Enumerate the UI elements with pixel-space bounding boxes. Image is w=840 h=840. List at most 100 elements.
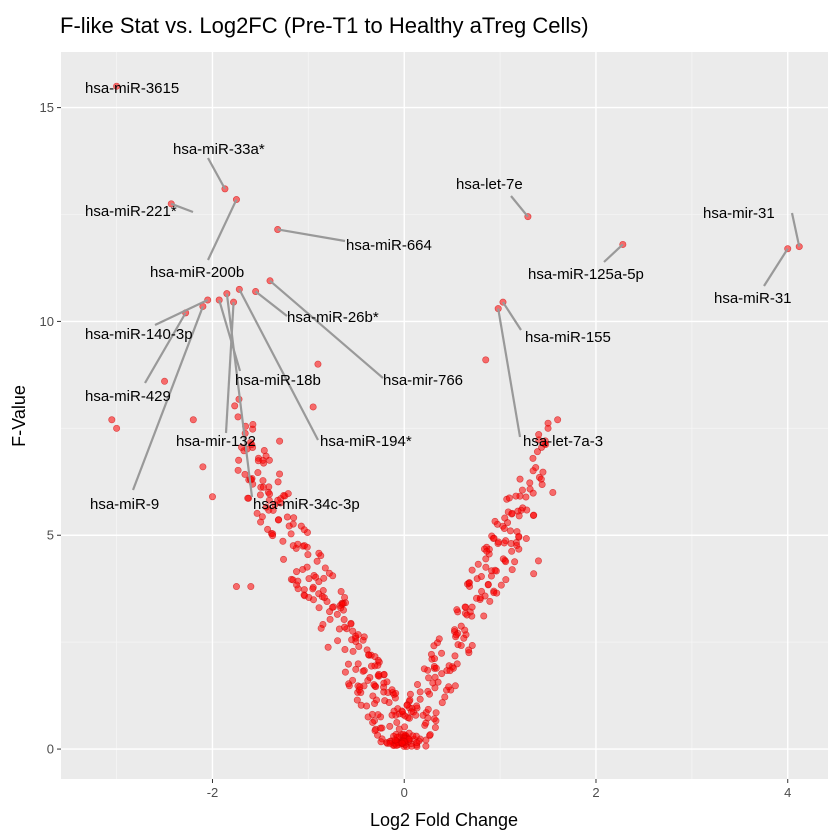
data-point <box>508 547 516 555</box>
point-label: hsa-miR-200b <box>150 264 244 281</box>
data-point <box>283 513 291 521</box>
data-point <box>234 413 242 421</box>
label-connectors <box>131 157 801 498</box>
data-point <box>406 690 414 698</box>
data-point <box>276 470 284 478</box>
data-point <box>341 668 349 676</box>
data-point <box>482 356 490 364</box>
data-point <box>231 402 239 410</box>
labeled-data-point <box>113 82 121 90</box>
data-point <box>113 424 121 432</box>
data-point <box>468 641 476 649</box>
data-point <box>366 674 374 682</box>
data-point <box>324 643 332 651</box>
data-point <box>474 560 482 568</box>
data-point <box>340 615 348 623</box>
data-point <box>468 566 476 574</box>
point-label: hsa-miR-9 <box>90 496 159 513</box>
data-point <box>386 739 394 747</box>
data-point <box>304 551 312 559</box>
data-point <box>355 642 363 650</box>
data-point <box>189 416 197 424</box>
data-point <box>354 660 362 668</box>
point-label: hsa-let-7e <box>456 176 523 193</box>
data-point <box>315 604 323 612</box>
data-point <box>234 466 242 474</box>
data-point <box>363 702 371 710</box>
data-point <box>453 606 461 614</box>
data-point <box>497 581 505 589</box>
data-point <box>515 512 523 520</box>
data-point <box>425 674 433 682</box>
data-point <box>526 479 534 487</box>
data-point <box>438 670 446 678</box>
data-point <box>341 645 349 653</box>
data-point <box>367 662 375 670</box>
data-point <box>529 467 537 475</box>
data-point <box>309 403 317 411</box>
y-tick-label: 5 <box>47 528 54 543</box>
data-point <box>337 604 345 612</box>
data-point <box>446 667 454 675</box>
data-point <box>274 516 282 524</box>
data-point <box>360 633 368 641</box>
data-point <box>280 555 288 563</box>
point-label: hsa-mir-132 <box>176 433 256 450</box>
data-point <box>441 693 449 701</box>
point-label: hsa-miR-125a-5p <box>528 266 644 283</box>
data-point <box>265 496 273 504</box>
data-point <box>512 492 520 500</box>
label-connector <box>207 157 226 190</box>
data-point <box>279 537 287 545</box>
data-point <box>493 589 501 597</box>
point-label: hsa-miR-18b <box>235 372 321 389</box>
data-point <box>391 736 399 744</box>
data-point <box>502 576 510 584</box>
data-point <box>370 681 378 689</box>
data-point <box>317 624 325 632</box>
data-point <box>321 564 329 572</box>
data-point <box>533 448 541 456</box>
data-point <box>312 573 320 581</box>
label-connector <box>225 293 254 498</box>
data-point <box>289 576 297 584</box>
label-connector <box>238 288 319 441</box>
data-point <box>293 568 301 576</box>
data-point <box>269 506 277 514</box>
data-point <box>313 557 321 565</box>
label-connector <box>254 290 288 317</box>
point-label: hsa-miR-3615 <box>85 80 179 97</box>
data-point <box>508 509 516 517</box>
data-point <box>529 489 537 497</box>
data-point <box>232 583 240 591</box>
data-point <box>287 530 295 538</box>
data-point <box>161 377 169 385</box>
data-point <box>537 475 545 483</box>
point-label: hsa-miR-31 <box>714 290 792 307</box>
x-tick-label: -2 <box>207 785 219 800</box>
data-point <box>491 517 499 525</box>
data-point <box>505 494 513 502</box>
data-point <box>422 742 430 750</box>
data-point <box>354 631 362 639</box>
data-point <box>405 714 413 722</box>
label-connector <box>603 243 624 263</box>
data-point <box>500 524 508 532</box>
data-point <box>294 585 302 593</box>
data-point <box>544 424 552 432</box>
data-point <box>353 696 361 704</box>
data-point <box>259 483 267 491</box>
data-point <box>374 672 382 680</box>
data-point <box>426 731 434 739</box>
data-point <box>412 711 420 719</box>
data-point <box>420 665 428 673</box>
data-point <box>486 597 494 605</box>
point-label: hsa-miR-429 <box>85 388 171 405</box>
data-point <box>465 579 473 587</box>
data-point <box>522 493 530 501</box>
data-point <box>501 514 509 522</box>
data-point <box>445 683 453 691</box>
data-point <box>371 653 379 661</box>
data-point <box>549 488 557 496</box>
